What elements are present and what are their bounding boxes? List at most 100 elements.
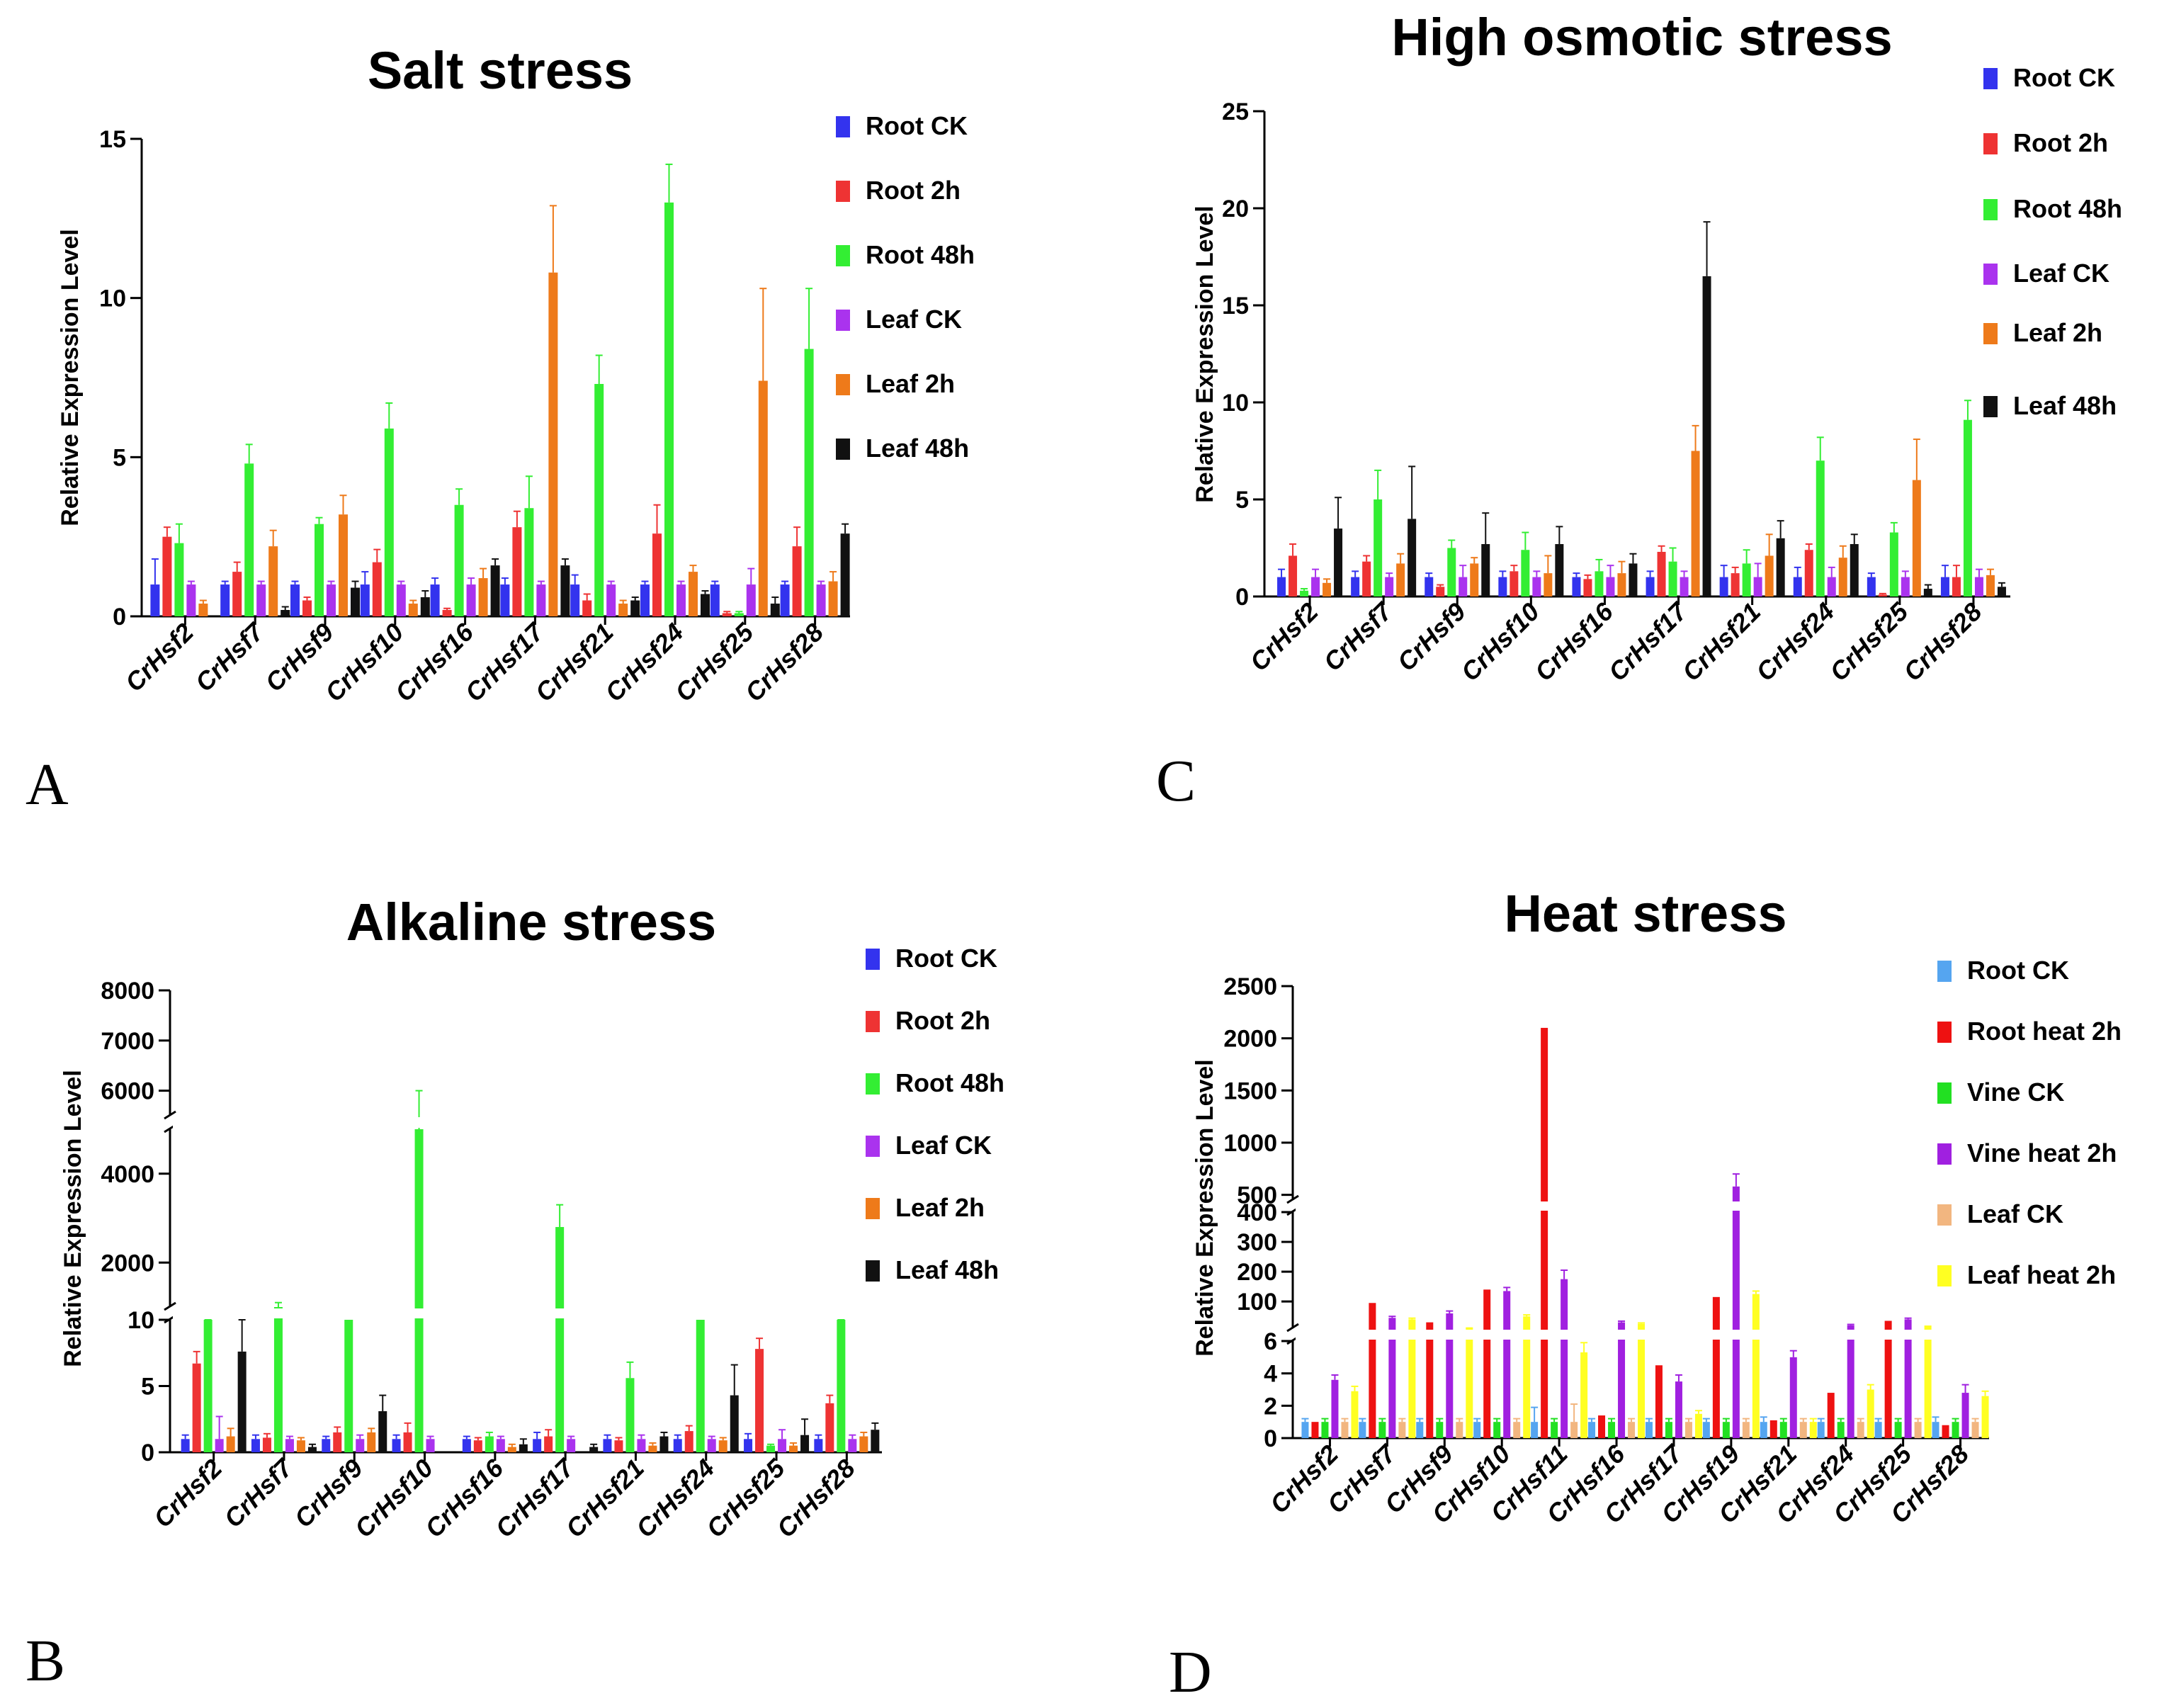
chart-b-bar-leaf-2h-crhsf21 — [648, 1445, 657, 1452]
chart-b-bar-leaf-ck-crhsf10 — [426, 1439, 435, 1452]
chart-a-bar-root-2h-crhsf10 — [372, 562, 382, 616]
chart-c-bar-root-48h-crhsf16 — [1595, 571, 1604, 596]
chart-b-bar-root-48h-crhsf9 — [344, 1320, 353, 1452]
chart-c-bar-root-ck-crhsf21 — [1719, 577, 1728, 596]
chart-d-bar-vine-heat-2h-crhsf10 — [1503, 1291, 1511, 1438]
chart-a-y-tick-label: 15 — [99, 126, 126, 153]
chart-d-legend-label-vine-ck: Vine CK — [1967, 1078, 2064, 1107]
chart-c-bar-leaf-48h-crhsf7 — [1408, 519, 1417, 596]
chart-a-bar-root-ck-crhsf9 — [290, 584, 300, 616]
chart-c-bar-leaf-ck-crhsf7 — [1385, 577, 1394, 596]
chart-b-bar-root-2h-crhsf28 — [825, 1403, 834, 1452]
chart-d-y-tick-label: 500 — [1237, 1182, 1277, 1209]
chart-d-bar-root-heat-2h-crhsf21 — [1769, 1420, 1777, 1438]
chart-d-bar-root-heat-2h-crhsf10 — [1483, 1289, 1491, 1438]
chart-a-bar-root-ck-crhsf24 — [640, 584, 650, 616]
chart-d-bar-leaf-heat-2h-crhsf10 — [1523, 1316, 1531, 1438]
chart-b-bar-leaf-48h-crhsf7 — [307, 1447, 317, 1452]
chart-c-x-tick-label-crhsf2: CrHsf2 — [1244, 597, 1323, 677]
chart-d-bar-vine-heat-2h-crhsf24 — [1847, 1325, 1854, 1438]
chart-c-bar-root-2h-crhsf25 — [1878, 594, 1887, 596]
chart-a-bar-leaf-2h-crhsf9 — [339, 514, 348, 616]
chart-a-legend-label-leaf-2h: Leaf 2h — [866, 369, 955, 398]
chart-a-x-tick-label-crhsf7: CrHsf7 — [189, 616, 270, 697]
chart-c-bar-leaf-48h-crhsf9 — [1481, 544, 1490, 596]
chart-d-bar-root-ck-crhsf16 — [1588, 1422, 1596, 1438]
chart-d-axis-break-gap — [1296, 1201, 1992, 1211]
chart-b-bar-root-ck-crhsf28 — [814, 1439, 823, 1452]
chart-d-bar-leaf-heat-2h-crhsf11 — [1580, 1352, 1588, 1438]
chart-d-title: Heat stress — [1504, 884, 1786, 943]
chart-a-bar-root-48h-crhsf16 — [454, 504, 464, 616]
chart-a-bar-root-48h-crhsf7 — [244, 463, 254, 616]
chart-d-bar-leaf-heat-2h-crhsf17 — [1694, 1413, 1702, 1438]
chart-d-bar-root-heat-2h-crhsf28 — [1942, 1425, 1949, 1438]
chart-b-bar-root-ck-crhsf7 — [251, 1439, 260, 1452]
chart-d-bar-vine-ck-crhsf9 — [1436, 1422, 1444, 1438]
chart-b-bar-leaf-48h-crhsf28 — [871, 1430, 880, 1452]
chart-c-bar-leaf-2h-crhsf24 — [1838, 558, 1847, 596]
chart-d-legend-swatch-leaf-ck — [1937, 1204, 1952, 1226]
chart-c-x-tick-label-crhsf28: CrHsf28 — [1898, 597, 1988, 687]
chart-c-bar-leaf-48h-crhsf16 — [1629, 563, 1638, 596]
chart-d-bar-root-heat-2h-crhsf9 — [1426, 1322, 1434, 1438]
panel-salt-stress: Salt stress Relative Expression Level 0 5 10… — [57, 41, 975, 707]
chart-a-legend-label-leaf-ck: Leaf CK — [866, 305, 962, 334]
chart-b-bar-root-48h-crhsf28 — [837, 1320, 846, 1452]
chart-c-bar-root-48h-crhsf10 — [1521, 550, 1530, 596]
chart-b-title: Alkaline stress — [346, 893, 716, 951]
chart-c-bar-leaf-48h-crhsf24 — [1850, 544, 1859, 596]
chart-b-y-tick-label: 0 — [141, 1440, 154, 1466]
chart-b-legend-swatch-root-48h — [866, 1073, 880, 1095]
chart-d-y-tick-label: 1500 — [1223, 1078, 1277, 1104]
chart-c-bar-root-ck-crhsf7 — [1351, 577, 1360, 596]
chart-c-bar-root-48h-crhsf24 — [1816, 460, 1825, 596]
chart-c-legend-label-root-48h: Root 48h — [2013, 194, 2122, 223]
chart-a-bar-leaf-48h-crhsf9 — [351, 587, 360, 616]
chart-c-legend-label-leaf-2h: Leaf 2h — [2013, 318, 2102, 347]
chart-c-bar-leaf-48h-crhsf17 — [1702, 276, 1711, 596]
chart-a-bar-leaf-2h-crhsf24 — [689, 572, 698, 616]
chart-b-bar-root-ck-crhsf17 — [533, 1439, 542, 1452]
chart-c-bar-root-ck-crhsf28 — [1940, 577, 1949, 596]
chart-a-legend-swatch-leaf-ck — [836, 310, 850, 331]
chart-a-bar-root-ck-crhsf21 — [570, 584, 580, 616]
chart-c-legend-label-leaf-ck: Leaf CK — [2013, 259, 2109, 288]
chart-c-bar-root-ck-crhsf10 — [1498, 577, 1507, 596]
chart-c-bar-leaf-ck-crhsf28 — [1974, 577, 1983, 596]
chart-d-y-tick-label: 0 — [1264, 1425, 1277, 1452]
chart-a-bar-root-2h-crhsf2 — [162, 536, 172, 616]
chart-a-bar-root-2h-crhsf21 — [582, 600, 592, 616]
chart-a-bar-root-ck-crhsf10 — [360, 584, 370, 616]
chart-d-bar-root-heat-2h-crhsf2 — [1311, 1422, 1319, 1438]
chart-a-legend-swatch-leaf-48h — [836, 439, 850, 460]
chart-d-bar-leaf-ck-crhsf16 — [1628, 1422, 1636, 1438]
chart-c-legend-swatch-leaf-ck — [1983, 264, 1998, 285]
chart-c-bar-leaf-2h-crhsf9 — [1470, 563, 1479, 596]
chart-d-bar-leaf-heat-2h-crhsf2 — [1351, 1391, 1359, 1438]
chart-d-legend-swatch-vine-heat-2h — [1937, 1143, 1952, 1165]
chart-b-axis-break-gap — [173, 1117, 885, 1128]
chart-d-bar-leaf-ck-crhsf21 — [1799, 1422, 1807, 1438]
chart-d-bar-vine-ck-crhsf21 — [1779, 1422, 1787, 1438]
chart-a-bar-root-2h-crhsf7 — [232, 572, 242, 616]
chart-c-y-tick-label: 5 — [1235, 487, 1249, 514]
chart-a-bar-leaf-2h-crhsf16 — [478, 578, 488, 616]
chart-d-bar-root-heat-2h-crhsf11 — [1541, 1027, 1548, 1438]
chart-a-bar-leaf-ck-crhsf7 — [256, 584, 266, 616]
chart-b-bar-root-48h-crhsf25 — [766, 1445, 776, 1452]
chart-a-legend-label-root-ck: Root CK — [866, 111, 968, 140]
chart-d-bar-root-ck-crhsf7 — [1359, 1422, 1366, 1438]
chart-d-y-tick-label: 6 — [1264, 1328, 1277, 1355]
chart-a-bar-leaf-ck-crhsf28 — [816, 584, 826, 616]
chart-c-bar-leaf-2h-crhsf2 — [1323, 582, 1332, 596]
chart-a-bar-root-ck-crhsf25 — [710, 584, 720, 616]
panel-high-osmotic-stress: High osmotic stress Relative Expression L… — [1191, 8, 2122, 686]
chart-d-bar-leaf-heat-2h-crhsf28 — [1981, 1396, 1989, 1438]
chart-a-legend-label-root-2h: Root 2h — [866, 176, 961, 205]
chart-c-bar-root-ck-crhsf24 — [1793, 577, 1802, 596]
chart-c-bar-root-2h-crhsf24 — [1804, 550, 1813, 596]
chart-c-bar-leaf-ck-crhsf2 — [1311, 577, 1320, 596]
chart-d-legend-label-leaf-heat-2h: Leaf heat 2h — [1967, 1260, 2116, 1289]
chart-d-bar-root-ck-crhsf2 — [1301, 1422, 1309, 1438]
